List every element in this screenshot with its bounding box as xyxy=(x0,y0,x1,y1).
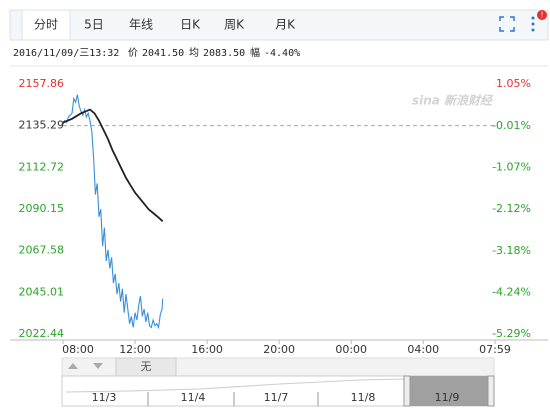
tab[interactable]: 月K xyxy=(275,18,296,32)
y-tick-label: 2067.58 xyxy=(19,244,65,257)
info-time: 2016/11/09/三13:32 xyxy=(13,48,119,59)
y2-tick-label: -2.12% xyxy=(492,202,531,215)
tab-bar xyxy=(9,9,549,41)
x-tick-label: 16:00 xyxy=(191,343,223,356)
nav-button-text: 无 xyxy=(141,360,152,373)
nav-date: 11/7 xyxy=(264,391,289,404)
y2-tick-label: -3.18% xyxy=(492,244,531,257)
nav-date: 11/4 xyxy=(181,391,206,404)
fullscreen-icon[interactable] xyxy=(499,16,515,32)
badge xyxy=(537,10,547,20)
series-line xyxy=(62,94,164,330)
nav-date: 11/8 xyxy=(351,391,376,404)
x-tick-label: 20:00 xyxy=(263,343,295,356)
info-price-label: 价 xyxy=(128,47,138,59)
x-tick-label: 12:00 xyxy=(119,343,151,356)
x-tick-label: 08:00 xyxy=(62,343,94,356)
tab[interactable]: 5日 xyxy=(84,18,104,32)
badge-text: ! xyxy=(540,11,543,20)
y-tick-label: 2022.44 xyxy=(19,327,65,340)
nav-handle[interactable] xyxy=(403,375,411,407)
nav-overview xyxy=(65,378,405,393)
y2-tick-label: -5.29% xyxy=(492,327,531,340)
nav-date: 11/3 xyxy=(92,391,117,404)
y2-tick-label: -4.24% xyxy=(492,286,531,299)
watermark: sina 新浪财经 xyxy=(412,94,494,108)
y-tick-label: 2157.86 xyxy=(19,77,65,90)
y2-tick-label: 1.05% xyxy=(496,77,531,90)
y-tick-label: 2112.72 xyxy=(19,160,65,173)
info-price: 2041.50 xyxy=(142,48,184,59)
info-avg-label: 均 xyxy=(189,47,199,59)
tab[interactable]: 日K xyxy=(180,18,201,32)
info-avg: 2083.50 xyxy=(203,48,245,59)
info-change-label: 幅 xyxy=(250,46,260,59)
y-tick-label: 2090.15 xyxy=(19,202,65,215)
nav-left[interactable] xyxy=(68,363,78,369)
series-line xyxy=(62,108,164,222)
y-tick-label: 2135.29 xyxy=(19,119,65,132)
active-tab-bg xyxy=(21,9,71,41)
tab[interactable]: 周K xyxy=(224,18,245,32)
nav-date: 11/9 xyxy=(435,391,460,404)
tab[interactable]: 分时 xyxy=(34,18,58,32)
nav-right[interactable] xyxy=(93,363,103,369)
x-tick-label: 07:59 xyxy=(479,343,511,356)
tab[interactable]: 年线 xyxy=(129,18,153,32)
y2-tick-label: -1.07% xyxy=(492,161,531,174)
more-icon[interactable] xyxy=(531,16,535,32)
nav-handle[interactable] xyxy=(487,375,495,407)
x-tick-label: 00:00 xyxy=(335,343,367,356)
info-change: -4.40% xyxy=(264,48,300,59)
nav-window[interactable] xyxy=(404,376,494,406)
y2-tick-label: -0.01% xyxy=(492,119,531,132)
x-tick-label: 04:00 xyxy=(407,343,439,356)
y-tick-label: 2045.01 xyxy=(19,285,65,298)
